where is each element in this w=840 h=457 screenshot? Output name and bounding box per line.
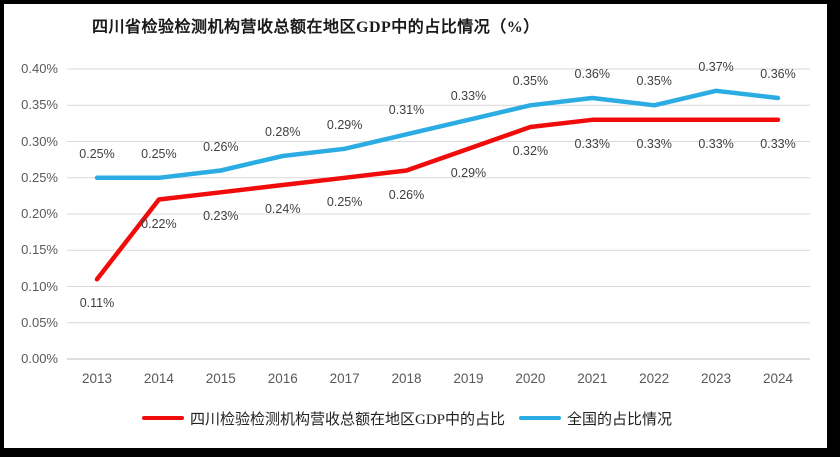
y-tick-label: 0.40% [21, 61, 58, 76]
y-tick-label: 0.00% [21, 351, 58, 366]
x-tick-label: 2019 [453, 371, 484, 386]
x-tick-label: 2021 [577, 371, 608, 386]
x-tick-label: 2015 [205, 371, 236, 386]
data-label: 0.25% [141, 146, 177, 161]
x-tick-label: 2022 [639, 371, 670, 386]
y-tick-label: 0.15% [21, 242, 58, 258]
data-label: 0.22% [141, 216, 177, 231]
x-tick-label: 2018 [391, 371, 422, 386]
legend-label-national: 全国的占比情况 [567, 411, 673, 428]
chart-legend: 四川检验检测机构营收总额在地区GDP中的占比 全国的占比情况 [4, 407, 810, 429]
data-label: 0.35% [636, 74, 672, 89]
legend-line-marker-sichuan [141, 415, 184, 421]
data-label: 0.33% [574, 136, 610, 151]
data-label: 0.37% [698, 59, 734, 74]
y-tick-label: 0.10% [21, 278, 58, 294]
legend-label-sichuan: 四川检验检测机构营收总额在地区GDP中的占比 [189, 411, 505, 428]
data-label: 0.25% [326, 194, 363, 209]
y-tick-label: 0.35% [21, 97, 58, 113]
data-label: 0.23% [203, 209, 239, 224]
data-label: 0.11% [79, 296, 115, 311]
x-tick-label: 2013 [81, 371, 113, 386]
x-tick-label: 2020 [515, 371, 546, 386]
series-line-0 [94, 117, 781, 282]
x-tick-label: 2024 [762, 371, 794, 386]
plot-area: 0.00% 0.05% 0.10% 0.15% 0.20% 0.25% 0.30% 0.35%… [4, 4, 827, 448]
x-tick-label: 2016 [267, 371, 298, 386]
chart-canvas [67, 68, 810, 360]
data-label: 0.25% [79, 146, 115, 161]
data-label: 0.29% [326, 117, 363, 132]
data-label: 0.36% [574, 67, 610, 81]
data-label: 0.33% [636, 136, 672, 151]
y-tick-label: 0.25% [21, 169, 58, 185]
data-label: 0.26% [388, 187, 425, 202]
y-tick-label: 0.20% [21, 206, 58, 221]
legend-line-marker-national [519, 415, 561, 421]
y-tick-label: 0.30% [21, 133, 58, 149]
data-label: 0.36% [760, 67, 796, 81]
data-label: 0.28% [264, 125, 301, 139]
data-label: 0.29% [450, 165, 487, 180]
x-tick-label: 2023 [701, 371, 732, 386]
data-label: 0.32% [512, 144, 549, 158]
x-tick-label: 2014 [143, 371, 174, 386]
data-label: 0.33% [698, 136, 734, 151]
chart-title: 四川省检验检测机构营收总额在地区GDP中的占比情况（%） [92, 19, 540, 36]
data-label: 0.33% [760, 136, 796, 151]
data-label: 0.24% [264, 202, 301, 216]
data-label: 0.33% [450, 88, 487, 103]
data-label: 0.35% [512, 74, 549, 89]
data-label: 0.26% [203, 139, 239, 154]
y-tick-label: 0.05% [21, 314, 58, 330]
series-line-1 [94, 88, 781, 181]
data-label: 0.31% [388, 103, 425, 118]
x-tick-label: 2017 [329, 371, 360, 386]
